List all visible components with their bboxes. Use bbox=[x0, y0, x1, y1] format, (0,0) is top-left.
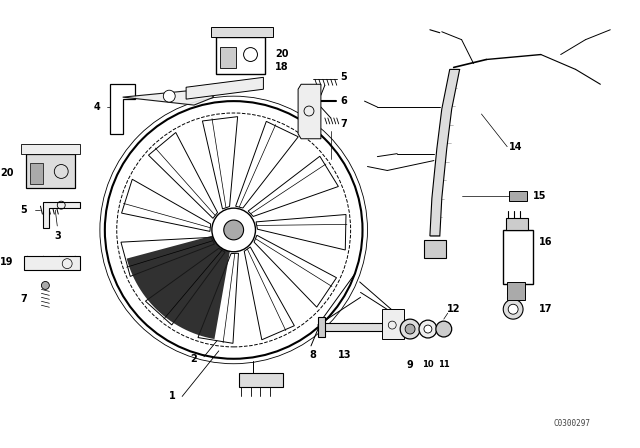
Text: 16: 16 bbox=[539, 237, 552, 247]
Text: 17: 17 bbox=[539, 304, 552, 314]
Circle shape bbox=[163, 90, 175, 102]
Circle shape bbox=[436, 321, 452, 337]
Text: 14: 14 bbox=[509, 142, 523, 152]
Polygon shape bbox=[298, 84, 321, 139]
Text: 1: 1 bbox=[169, 392, 175, 401]
Polygon shape bbox=[110, 84, 134, 134]
Circle shape bbox=[503, 299, 523, 319]
Bar bbox=[503, 230, 533, 284]
Polygon shape bbox=[20, 144, 80, 154]
Circle shape bbox=[212, 208, 255, 252]
Circle shape bbox=[508, 304, 518, 314]
Bar bbox=[506, 218, 528, 230]
Polygon shape bbox=[244, 247, 294, 340]
Circle shape bbox=[400, 319, 420, 339]
Polygon shape bbox=[127, 230, 234, 339]
Bar bbox=[220, 47, 236, 69]
Text: 5: 5 bbox=[20, 205, 27, 215]
Bar bbox=[239, 373, 284, 387]
Polygon shape bbox=[248, 156, 339, 216]
Text: 11: 11 bbox=[438, 360, 450, 369]
Polygon shape bbox=[122, 179, 211, 231]
Bar bbox=[216, 37, 266, 74]
Polygon shape bbox=[145, 248, 225, 325]
Text: 8: 8 bbox=[310, 350, 316, 360]
Text: C0300297: C0300297 bbox=[554, 419, 591, 428]
Text: 6: 6 bbox=[340, 96, 348, 106]
Text: 12: 12 bbox=[447, 304, 460, 314]
Polygon shape bbox=[430, 69, 460, 236]
Polygon shape bbox=[186, 78, 264, 99]
Bar bbox=[26, 154, 75, 188]
Text: 20: 20 bbox=[275, 48, 289, 59]
Polygon shape bbox=[323, 323, 392, 331]
Polygon shape bbox=[254, 235, 337, 307]
Polygon shape bbox=[236, 121, 298, 208]
Text: 10: 10 bbox=[422, 360, 434, 369]
Polygon shape bbox=[44, 202, 80, 228]
Circle shape bbox=[424, 325, 432, 333]
Text: 3: 3 bbox=[54, 231, 61, 241]
Text: 2: 2 bbox=[191, 354, 197, 364]
Text: 20: 20 bbox=[0, 168, 13, 178]
Polygon shape bbox=[318, 317, 325, 337]
Circle shape bbox=[42, 281, 49, 289]
Circle shape bbox=[405, 324, 415, 334]
Polygon shape bbox=[123, 89, 214, 105]
Bar bbox=[424, 240, 445, 258]
Polygon shape bbox=[24, 256, 80, 270]
Text: 7: 7 bbox=[20, 294, 27, 304]
Polygon shape bbox=[121, 237, 214, 276]
Text: 19: 19 bbox=[0, 257, 13, 267]
Polygon shape bbox=[202, 116, 237, 209]
Text: 18: 18 bbox=[275, 62, 289, 73]
Text: 15: 15 bbox=[533, 191, 547, 201]
Polygon shape bbox=[211, 27, 273, 37]
Text: 13: 13 bbox=[338, 350, 351, 360]
Text: 7: 7 bbox=[340, 119, 348, 129]
Bar bbox=[382, 309, 404, 339]
Polygon shape bbox=[198, 253, 239, 343]
Text: 4: 4 bbox=[93, 102, 100, 112]
Text: 5: 5 bbox=[340, 72, 348, 82]
Polygon shape bbox=[148, 133, 218, 218]
Text: 9: 9 bbox=[406, 360, 413, 370]
Circle shape bbox=[419, 320, 437, 338]
Polygon shape bbox=[256, 215, 346, 250]
Circle shape bbox=[224, 220, 244, 240]
Bar bbox=[509, 191, 527, 201]
Bar bbox=[29, 163, 44, 185]
Bar bbox=[508, 283, 525, 300]
